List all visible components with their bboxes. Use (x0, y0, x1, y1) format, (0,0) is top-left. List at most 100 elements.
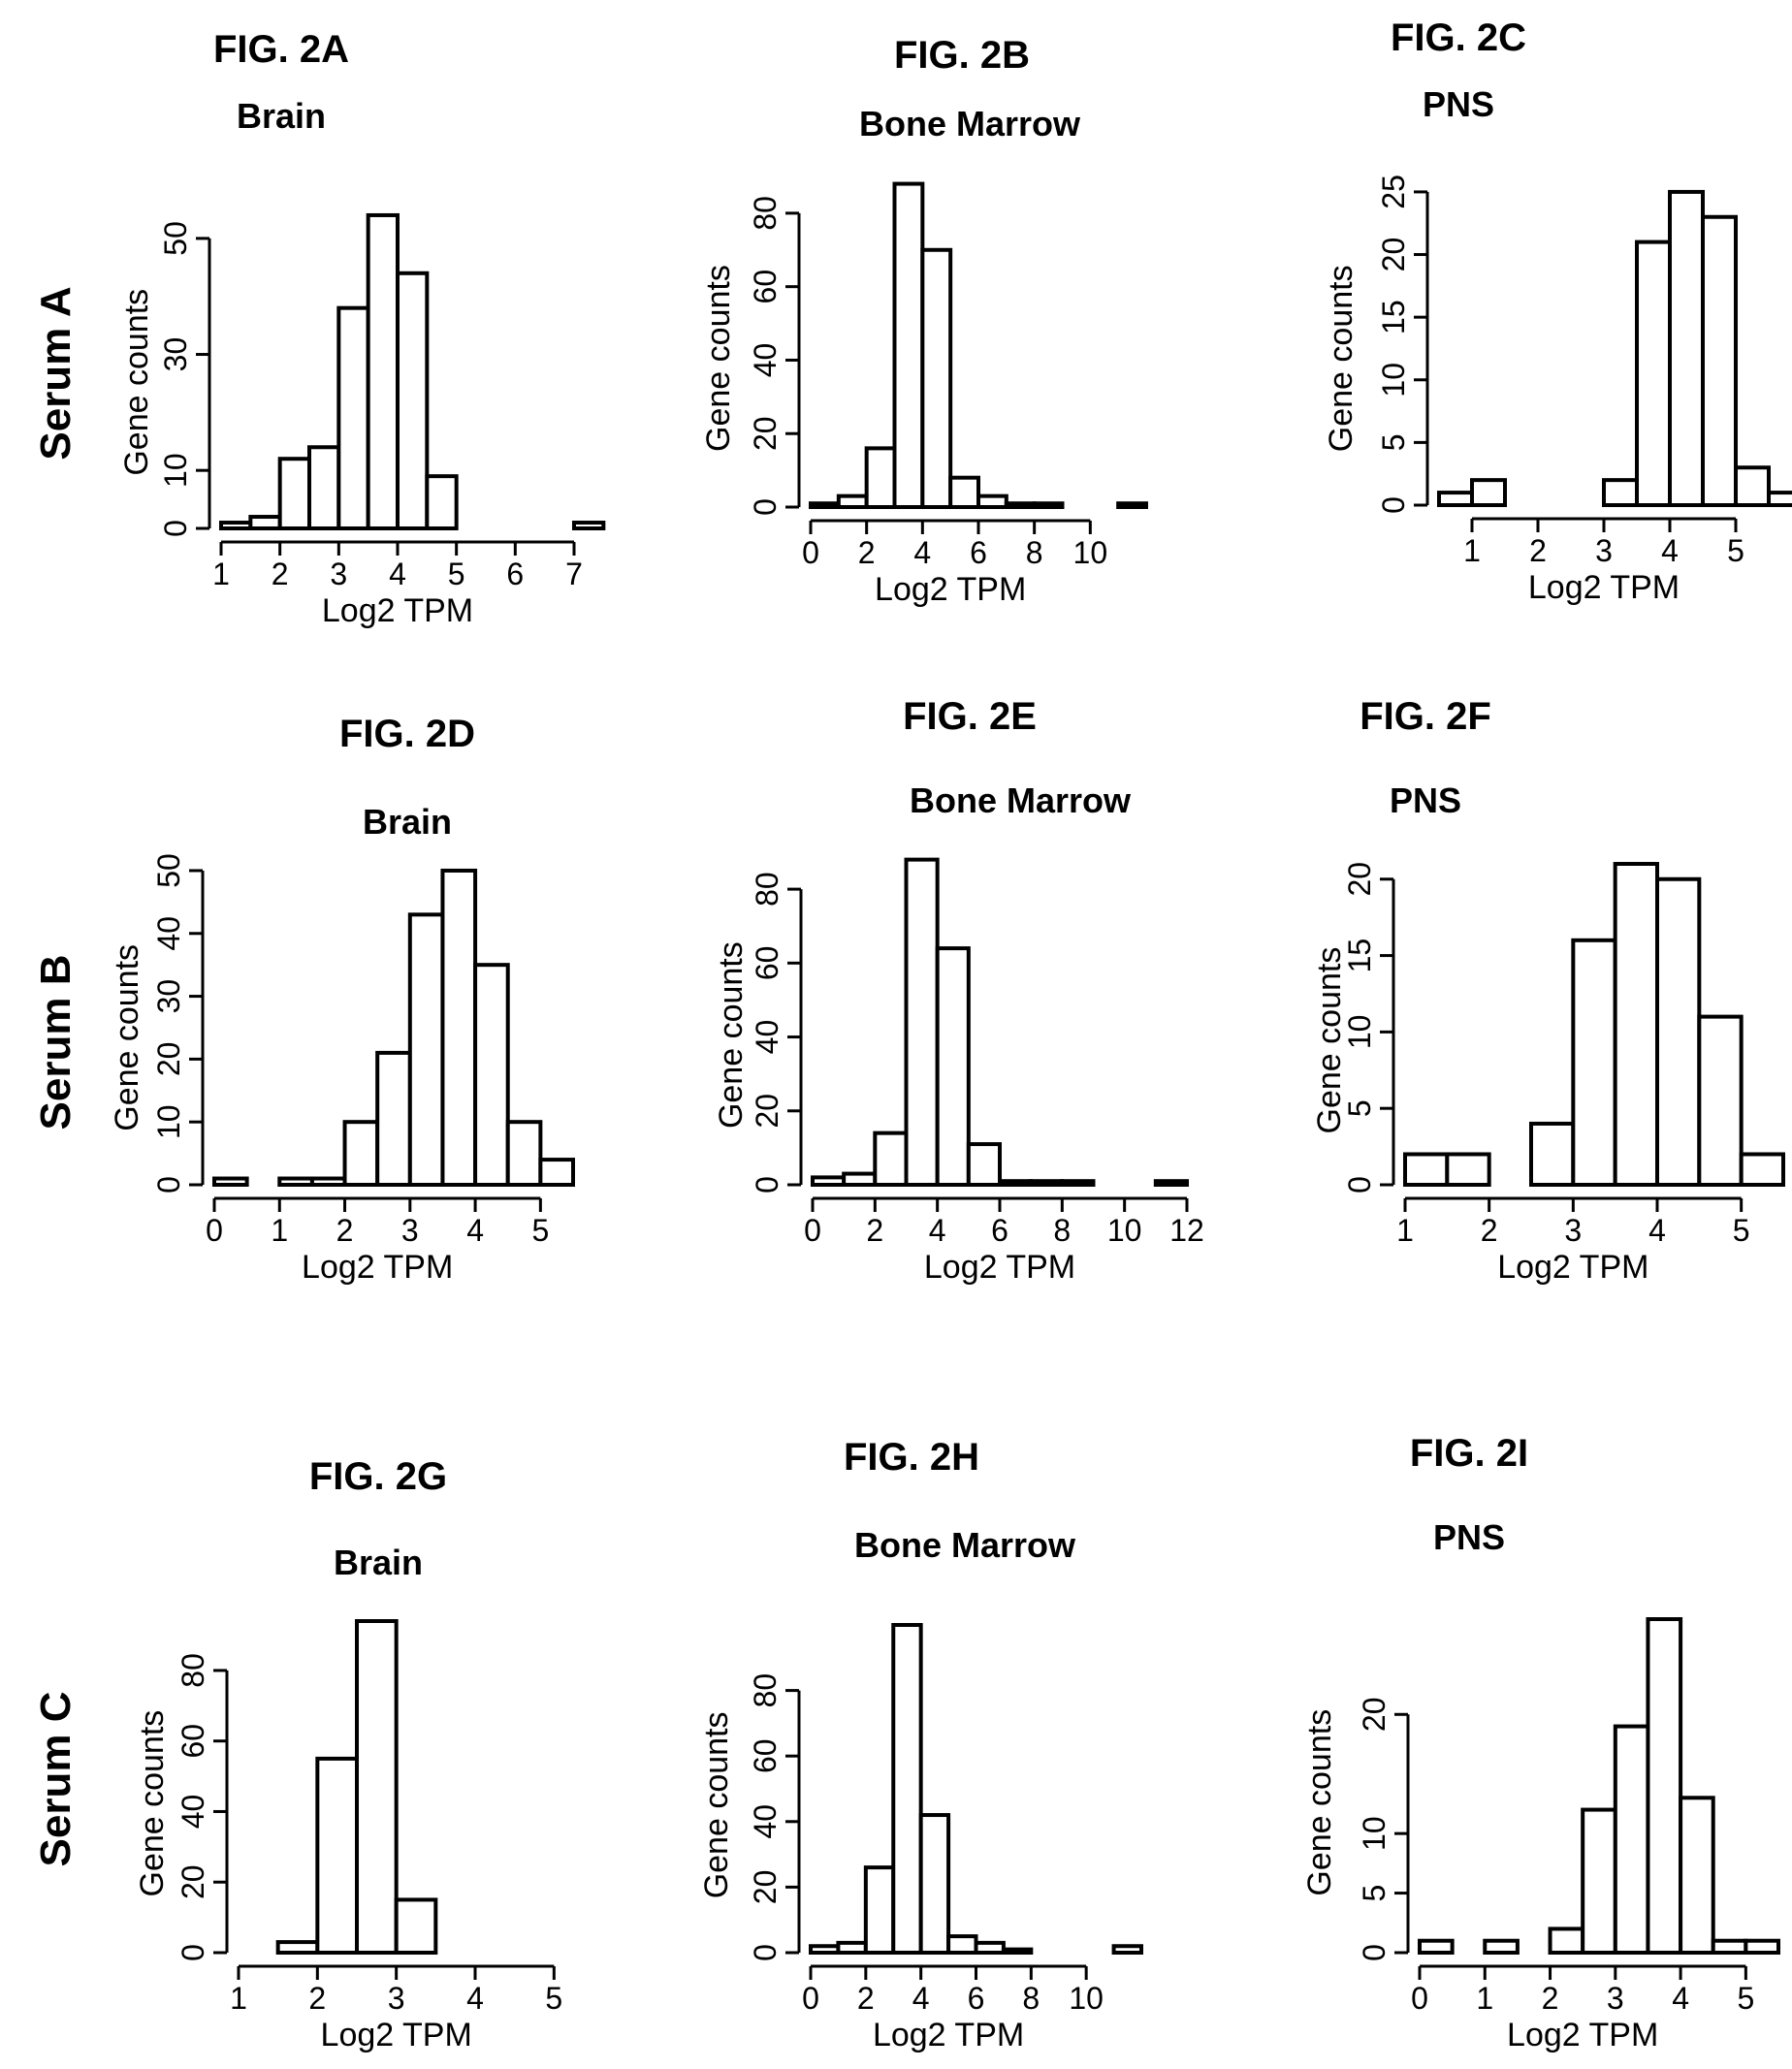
bar (1655, 876, 1702, 1187)
panel-title: PNS (1433, 1517, 1505, 1557)
x-tick-label: 0 (802, 535, 819, 570)
bar (1602, 478, 1639, 507)
bar (315, 1756, 360, 1956)
bar (1116, 501, 1148, 510)
y-tick-label: 40 (748, 1804, 783, 1839)
y-tick-label: 10 (1376, 363, 1411, 398)
panel-fig-2h: FIG. 2H Bone Marrow 0 2 4 6 8 10 Log2 TPM 0 20 40 60… (698, 1436, 1144, 2053)
y-tick-label: 30 (151, 979, 186, 1014)
bar (946, 1934, 978, 1955)
panel-title: Brain (237, 96, 326, 136)
x-tick-label: 2 (1529, 533, 1547, 568)
bar (342, 1120, 380, 1187)
panel-fig-2e: FIG. 2E Bone Marrow 0 2 4 6 8 10 12 Log2 TPM 0 20 40… (713, 695, 1204, 1286)
y-tick-label: 15 (1376, 300, 1411, 334)
figure-label: FIG. 2B (894, 34, 1030, 77)
bar (1581, 1807, 1617, 1955)
x-tick-label: 2 (308, 1981, 326, 2016)
bar (1529, 1121, 1576, 1188)
x-tick-label: 4 (1672, 1981, 1689, 2016)
bar (309, 1176, 347, 1188)
x-tick-label: 4 (912, 1981, 930, 2016)
bar (920, 247, 953, 509)
x-tick-label: 8 (1022, 1981, 1040, 2016)
bar (1613, 862, 1659, 1187)
y-tick-label: 20 (748, 1870, 783, 1905)
y-tick-label: 0 (750, 1176, 784, 1194)
bars (1437, 189, 1792, 508)
y-axis: 0 5 10 15 20 25 Gene counts (1323, 175, 1429, 514)
bar (1418, 1938, 1455, 1955)
x-tick-label: 3 (388, 1981, 405, 2016)
x-axis-label: Log2 TPM (1528, 569, 1680, 606)
figure-label: FIG. 2A (213, 28, 349, 71)
x-axis-label: Log2 TPM (924, 1249, 1075, 1286)
bar (836, 493, 869, 509)
x-tick-label: 6 (970, 535, 987, 570)
panel-title: PNS (1390, 780, 1461, 820)
x-tick-label: 1 (1476, 1981, 1493, 2016)
bar (918, 1813, 951, 1956)
y-tick-label: 20 (748, 416, 783, 451)
bar (904, 857, 940, 1187)
bar (863, 1865, 896, 1955)
bar (1060, 1179, 1096, 1187)
bar (891, 1623, 923, 1955)
bar (572, 521, 606, 531)
y-tick-label: 0 (1376, 496, 1411, 514)
bar (425, 474, 459, 530)
x-axis: 0 1 2 3 4 5 Log2 TPM (1411, 1964, 1754, 2053)
bar (948, 475, 981, 510)
bars (212, 868, 576, 1188)
x-axis: 0 2 4 6 8 10 Log2 TPM (802, 519, 1107, 608)
y-tick-label: 40 (176, 1795, 210, 1830)
y-tick-label: 80 (748, 1673, 783, 1708)
x-tick-label: 1 (230, 1981, 247, 2016)
figure-label: FIG. 2C (1391, 16, 1526, 59)
bar (219, 521, 253, 531)
y-tick-label: 50 (151, 853, 186, 888)
y-tick-label: 15 (1342, 939, 1377, 973)
x-tick-label: 1 (271, 1213, 288, 1248)
bar (809, 501, 841, 510)
x-axis: 1 2 3 4 5 Log2 TPM (1463, 517, 1744, 606)
y-tick-label: 5 (1342, 1099, 1377, 1117)
y-tick-label: 0 (748, 498, 783, 516)
bar (1548, 1926, 1585, 1956)
panel-title: PNS (1423, 84, 1494, 124)
y-tick-label: 25 (1376, 175, 1411, 209)
figure-label: FIG. 2G (309, 1455, 447, 1498)
x-tick-label: 6 (968, 1981, 985, 2016)
x-tick-label: 4 (389, 557, 406, 591)
y-tick-label: 80 (750, 872, 784, 907)
x-tick-label: 4 (929, 1213, 946, 1248)
bar (836, 1940, 868, 1955)
y-tick-label: 60 (750, 946, 784, 981)
x-axis-label: Log2 TPM (873, 2017, 1024, 2053)
x-tick-label: 0 (802, 1981, 819, 2016)
bar (1739, 1152, 1785, 1188)
x-tick-label: 3 (330, 557, 347, 591)
y-tick-label: 0 (1342, 1176, 1377, 1194)
x-axis-label: Log2 TPM (302, 1249, 453, 1286)
y-tick-label: 80 (748, 196, 783, 231)
y-axis: 0 20 40 60 80 Gene counts (700, 196, 801, 516)
x-tick-label: 6 (506, 557, 524, 591)
x-tick-label: 0 (1411, 1981, 1428, 2016)
x-tick-label: 3 (1607, 1981, 1624, 2016)
x-axis-label: Log2 TPM (322, 592, 473, 629)
bar (966, 1142, 1002, 1187)
bar (811, 1175, 847, 1188)
panel-title: Brain (363, 802, 452, 842)
y-tick-label: 40 (151, 916, 186, 951)
y-tick-label: 40 (748, 343, 783, 378)
y-axis-label: Gene counts (700, 265, 737, 452)
bars (1403, 862, 1785, 1188)
bars (809, 1623, 1144, 1956)
bar (1613, 1724, 1650, 1955)
figure-label: FIG. 2I (1410, 1432, 1528, 1475)
